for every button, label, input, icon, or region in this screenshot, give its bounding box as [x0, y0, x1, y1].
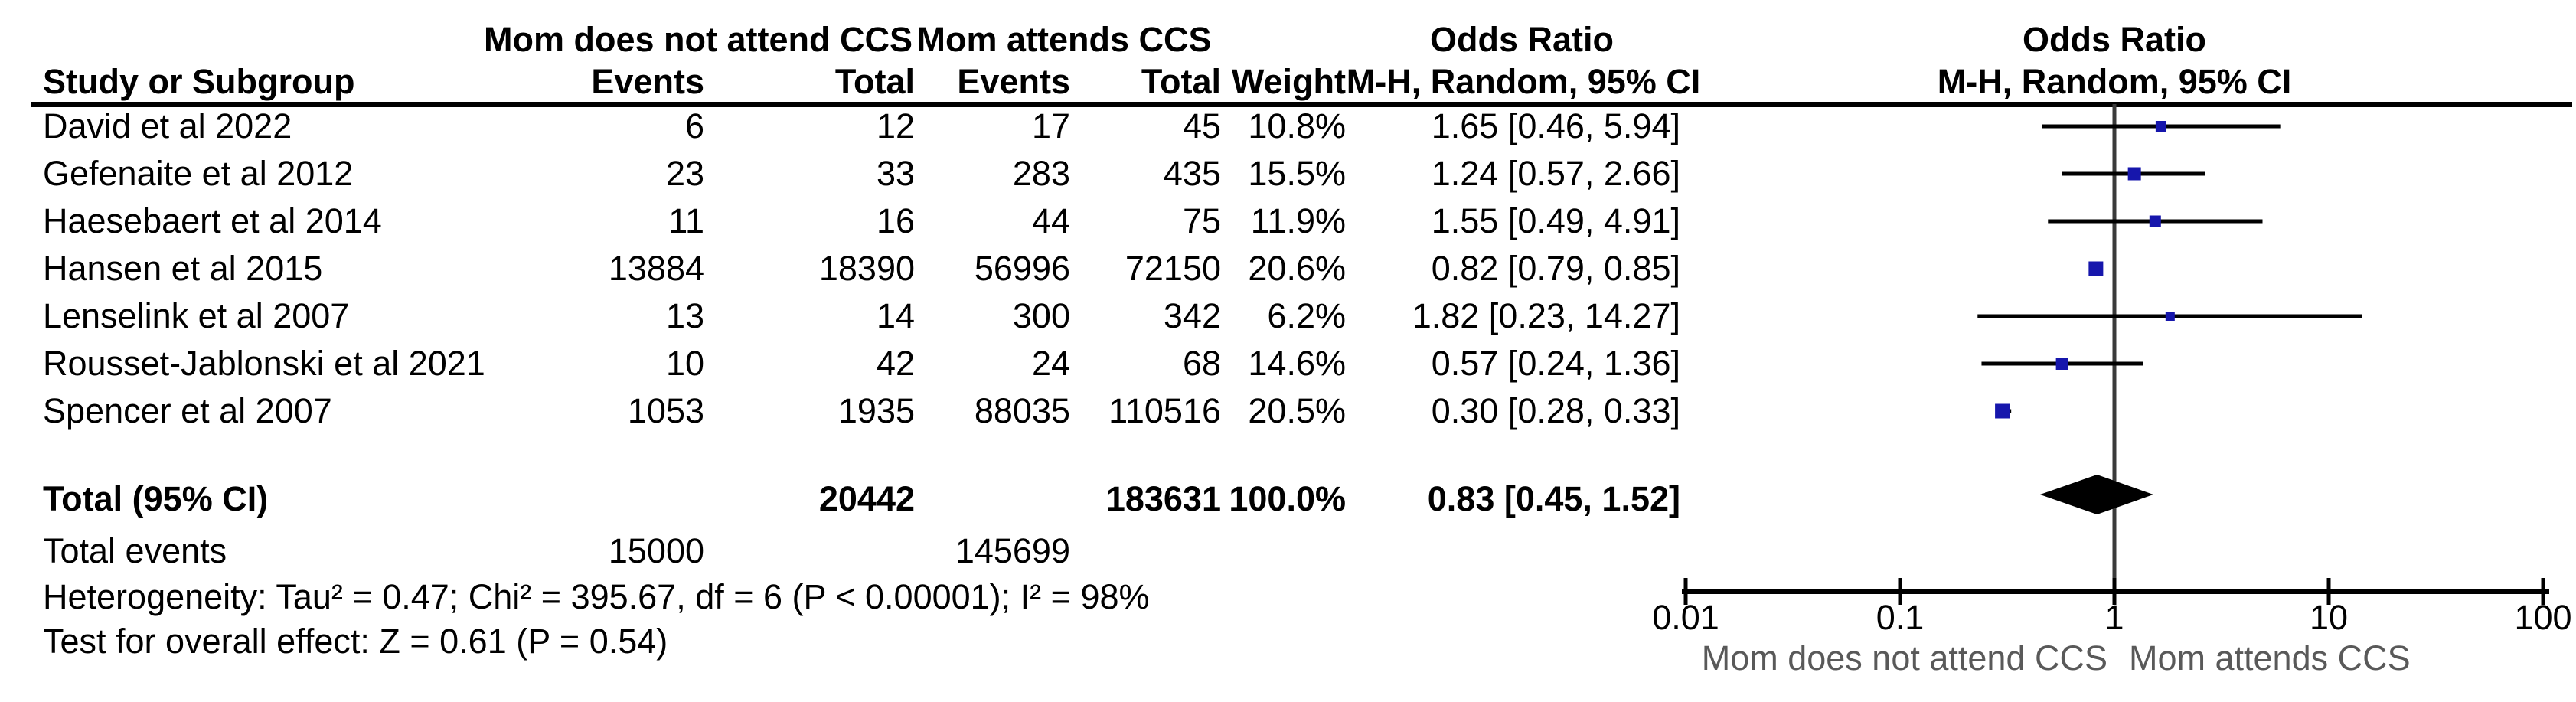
weight-square — [2165, 312, 2175, 321]
total-events-label: Total events — [43, 531, 227, 570]
total2-column-header: Total — [1141, 62, 1221, 101]
total1-value: 18390 — [818, 249, 915, 288]
column-group-header-ccs: Mom attends CCS — [916, 20, 1212, 59]
total2-value: 342 — [1163, 296, 1221, 335]
study-name: Haesebaert et al 2014 — [43, 201, 382, 240]
events1-value: 10 — [665, 344, 704, 383]
total-row-total1: 20442 — [818, 479, 915, 518]
events2-column-header: Events — [957, 62, 1070, 101]
overall-effect-test: Test for overall effect: Z = 0.61 (P = 0… — [43, 622, 668, 661]
events2-value: 283 — [1012, 154, 1070, 193]
total2-value: 435 — [1163, 154, 1221, 193]
weight-square — [2155, 121, 2166, 132]
odds-ratio-text: 1.55 [0.49, 4.91] — [1431, 201, 1680, 240]
total1-value: 14 — [876, 296, 915, 335]
header-separator-line — [31, 102, 2572, 107]
odds-ratio-text: 1.82 [0.23, 14.27] — [1412, 296, 1680, 335]
events1-value: 13884 — [608, 249, 704, 288]
study-name: Gefenaite et al 2012 — [43, 154, 354, 193]
total2-value: 45 — [1182, 106, 1221, 145]
weight-value: 10.8% — [1248, 106, 1346, 145]
total1-value: 12 — [876, 106, 915, 145]
odds-ratio-plot-title: Odds Ratio — [2022, 20, 2207, 59]
weight-value: 20.6% — [1248, 249, 1346, 288]
axis-tick-label: 100 — [2514, 598, 2572, 637]
axis-tick-label: 0.01 — [1652, 598, 1719, 637]
events1-value: 13 — [665, 296, 704, 335]
odds-ratio-text: 0.30 [0.28, 0.33] — [1431, 391, 1680, 430]
events2-value: 17 — [1031, 106, 1070, 145]
total-row-weight: 100.0% — [1229, 479, 1346, 518]
total-events-group2: 145699 — [955, 531, 1070, 570]
method-plot-header: M-H, Random, 95% CI — [1937, 62, 2292, 101]
events1-value: 6 — [684, 106, 704, 145]
events1-value: 23 — [665, 154, 704, 193]
total1-value: 42 — [876, 344, 915, 383]
events1-value: 11 — [668, 201, 704, 240]
study-name: Rousset-Jablonski et al 2021 — [43, 344, 485, 383]
odds-ratio-text: 0.57 [0.24, 1.36] — [1431, 344, 1680, 383]
events2-value: 44 — [1031, 201, 1070, 240]
axis-tick-label: 1 — [2104, 598, 2124, 637]
weight-square — [2088, 261, 2104, 276]
odds-ratio-text: 1.24 [0.57, 2.66] — [1431, 154, 1680, 193]
study-name: Spencer et al 2007 — [43, 391, 332, 430]
total-row-or-text: 0.83 [0.45, 1.52] — [1427, 479, 1680, 518]
axis-tick-label: 0.1 — [1876, 598, 1925, 637]
weight-value: 6.2% — [1267, 296, 1346, 335]
total-row-total2: 183631 — [1105, 479, 1221, 518]
total-events-group1: 15000 — [608, 531, 704, 570]
total1-column-header: Total — [834, 62, 915, 101]
weight-square — [2149, 215, 2161, 227]
total2-value: 75 — [1182, 201, 1221, 240]
total1-value: 33 — [876, 154, 915, 193]
events2-value: 88035 — [974, 391, 1070, 430]
method-column-header: M-H, Random, 95% CI — [1346, 62, 1701, 101]
events2-value: 24 — [1031, 344, 1070, 383]
study-name: Hansen et al 2015 — [43, 249, 323, 288]
weight-square — [1995, 403, 2010, 419]
weight-value: 20.5% — [1248, 391, 1346, 430]
total1-value: 1935 — [837, 391, 915, 430]
column-group-header-no-ccs: Mom does not attend CCS — [484, 20, 913, 59]
weight-value: 15.5% — [1248, 154, 1346, 193]
events1-column-header: Events — [591, 62, 704, 101]
events2-value: 56996 — [974, 249, 1070, 288]
total1-value: 16 — [876, 201, 915, 240]
total-row-label: Total (95% CI) — [43, 479, 269, 518]
weight-square — [2127, 167, 2141, 181]
weight-value: 14.6% — [1248, 344, 1346, 383]
study-name: David et al 2022 — [43, 106, 292, 145]
odds-ratio-text: 0.82 [0.79, 0.85] — [1431, 249, 1680, 288]
events1-value: 1053 — [627, 391, 704, 430]
study-name: Lenselink et al 2007 — [43, 296, 350, 335]
weight-value: 11.9% — [1250, 201, 1346, 240]
axis-tick-label: 10 — [2309, 598, 2349, 637]
odds-ratio-column-title: Odds Ratio — [1429, 20, 1614, 59]
summary-diamond — [2039, 475, 2153, 514]
heterogeneity-stats: Heterogeneity: Tau² = 0.47; Chi² = 395.6… — [43, 577, 1150, 616]
weight-column-header: Weight — [1231, 62, 1346, 101]
events2-value: 300 — [1012, 296, 1070, 335]
axis-right-group-label: Mom attends CCS — [2129, 638, 2411, 678]
odds-ratio-text: 1.65 [0.46, 5.94] — [1431, 106, 1680, 145]
axis-left-group-label: Mom does not attend CCS — [1701, 638, 2107, 678]
total2-value: 110516 — [1108, 391, 1221, 430]
total2-value: 68 — [1182, 344, 1221, 383]
total2-value: 72150 — [1125, 249, 1221, 288]
weight-square — [2055, 358, 2068, 370]
study-column-header: Study or Subgroup — [43, 62, 355, 101]
